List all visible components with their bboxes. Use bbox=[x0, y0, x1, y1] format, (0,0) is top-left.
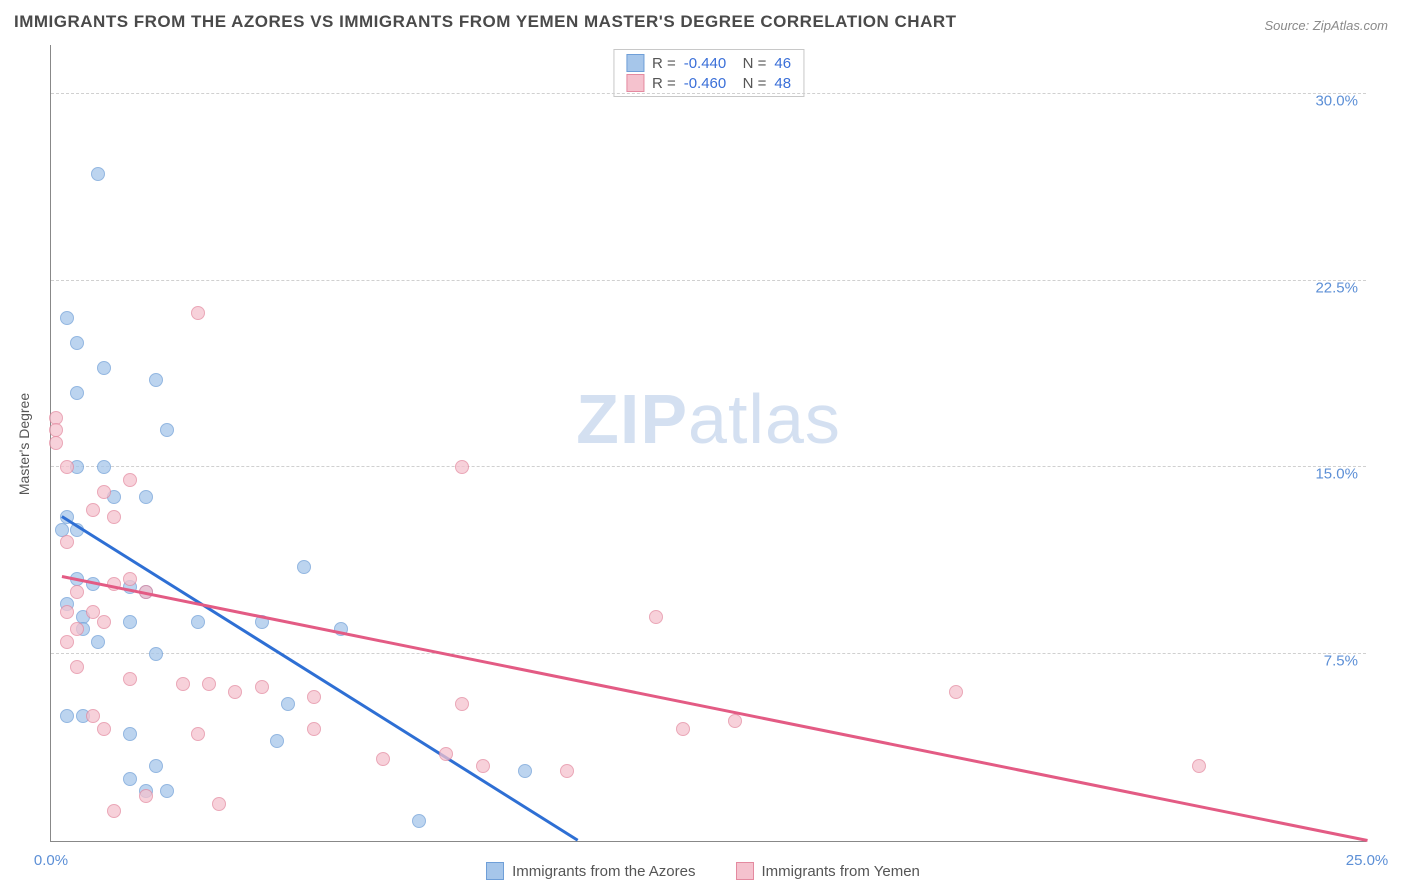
scatter-point bbox=[139, 789, 153, 803]
scatter-point bbox=[123, 727, 137, 741]
watermark-rest: atlas bbox=[688, 380, 841, 458]
scatter-point bbox=[228, 685, 242, 699]
scatter-point bbox=[97, 485, 111, 499]
bottom-legend-item: Immigrants from Yemen bbox=[736, 862, 920, 880]
y-tick-label: 22.5% bbox=[1315, 279, 1358, 296]
legend-row: R = -0.460 N = 48 bbox=[626, 74, 791, 92]
scatter-point bbox=[49, 436, 63, 450]
watermark: ZIPatlas bbox=[576, 379, 841, 459]
scatter-point bbox=[149, 373, 163, 387]
scatter-point bbox=[97, 615, 111, 629]
chart-container: Master's Degree ZIPatlas R = -0.440 N = … bbox=[40, 45, 1366, 842]
scatter-point bbox=[160, 423, 174, 437]
scatter-point bbox=[91, 635, 105, 649]
scatter-point bbox=[297, 560, 311, 574]
legend-n-label: N = bbox=[734, 75, 766, 92]
chart-title: IMMIGRANTS FROM THE AZORES VS IMMIGRANTS… bbox=[14, 12, 957, 32]
scatter-point bbox=[60, 535, 74, 549]
legend-swatch bbox=[486, 862, 504, 880]
scatter-point bbox=[149, 759, 163, 773]
scatter-point bbox=[191, 306, 205, 320]
scatter-point bbox=[91, 167, 105, 181]
scatter-point bbox=[281, 697, 295, 711]
scatter-point bbox=[455, 697, 469, 711]
scatter-point bbox=[412, 814, 426, 828]
scatter-point bbox=[649, 610, 663, 624]
gridline bbox=[51, 653, 1366, 654]
legend-swatch bbox=[626, 54, 644, 72]
scatter-point bbox=[1192, 759, 1206, 773]
scatter-point bbox=[439, 747, 453, 761]
scatter-point bbox=[476, 759, 490, 773]
scatter-point bbox=[455, 460, 469, 474]
gridline bbox=[51, 466, 1366, 467]
scatter-point bbox=[97, 460, 111, 474]
scatter-point bbox=[123, 615, 137, 629]
scatter-point bbox=[255, 680, 269, 694]
gridline bbox=[51, 93, 1366, 94]
scatter-point bbox=[123, 772, 137, 786]
scatter-point bbox=[123, 473, 137, 487]
scatter-point bbox=[70, 585, 84, 599]
legend-r-label: R = bbox=[652, 55, 676, 72]
scatter-point bbox=[86, 503, 100, 517]
y-tick-label: 15.0% bbox=[1315, 466, 1358, 483]
scatter-point bbox=[60, 460, 74, 474]
legend-n-label: N = bbox=[734, 55, 766, 72]
y-tick-label: 30.0% bbox=[1315, 92, 1358, 109]
scatter-point bbox=[191, 727, 205, 741]
scatter-point bbox=[97, 722, 111, 736]
bottom-legend-label: Immigrants from Yemen bbox=[762, 863, 920, 880]
scatter-point bbox=[139, 490, 153, 504]
plot-area: ZIPatlas R = -0.440 N = 46R = -0.460 N =… bbox=[50, 45, 1366, 842]
scatter-point bbox=[560, 764, 574, 778]
scatter-point bbox=[123, 672, 137, 686]
bottom-legend-item: Immigrants from the Azores bbox=[486, 862, 695, 880]
scatter-point bbox=[949, 685, 963, 699]
scatter-point bbox=[70, 660, 84, 674]
scatter-point bbox=[307, 690, 321, 704]
legend-r-label: R = bbox=[652, 75, 676, 92]
scatter-point bbox=[212, 797, 226, 811]
watermark-bold: ZIP bbox=[576, 380, 688, 458]
legend-swatch bbox=[736, 862, 754, 880]
scatter-point bbox=[676, 722, 690, 736]
scatter-point bbox=[60, 709, 74, 723]
scatter-point bbox=[149, 647, 163, 661]
y-tick-label: 7.5% bbox=[1324, 653, 1358, 670]
legend-r-value: -0.460 bbox=[684, 75, 727, 92]
scatter-point bbox=[86, 709, 100, 723]
scatter-point bbox=[270, 734, 284, 748]
scatter-point bbox=[60, 635, 74, 649]
series-legend: Immigrants from the Azores Immigrants fro… bbox=[0, 862, 1406, 880]
scatter-point bbox=[307, 722, 321, 736]
legend-swatch bbox=[626, 74, 644, 92]
scatter-point bbox=[70, 622, 84, 636]
source-label: Source: ZipAtlas.com bbox=[1264, 18, 1388, 33]
scatter-point bbox=[60, 605, 74, 619]
legend-n-value: 46 bbox=[774, 55, 791, 72]
correlation-legend: R = -0.440 N = 46R = -0.460 N = 48 bbox=[613, 49, 804, 97]
scatter-point bbox=[728, 714, 742, 728]
bottom-legend-label: Immigrants from the Azores bbox=[512, 863, 695, 880]
gridline bbox=[51, 280, 1366, 281]
y-axis-label: Master's Degree bbox=[16, 392, 32, 494]
scatter-point bbox=[202, 677, 216, 691]
scatter-point bbox=[518, 764, 532, 778]
scatter-point bbox=[60, 311, 74, 325]
scatter-point bbox=[70, 336, 84, 350]
trend-line bbox=[61, 575, 1367, 841]
scatter-point bbox=[176, 677, 190, 691]
scatter-point bbox=[123, 572, 137, 586]
scatter-point bbox=[107, 510, 121, 524]
scatter-point bbox=[376, 752, 390, 766]
scatter-point bbox=[97, 361, 111, 375]
scatter-point bbox=[107, 804, 121, 818]
scatter-point bbox=[160, 784, 174, 798]
legend-r-value: -0.440 bbox=[684, 55, 727, 72]
scatter-point bbox=[70, 386, 84, 400]
scatter-point bbox=[191, 615, 205, 629]
legend-n-value: 48 bbox=[774, 75, 791, 92]
legend-row: R = -0.440 N = 46 bbox=[626, 54, 791, 72]
